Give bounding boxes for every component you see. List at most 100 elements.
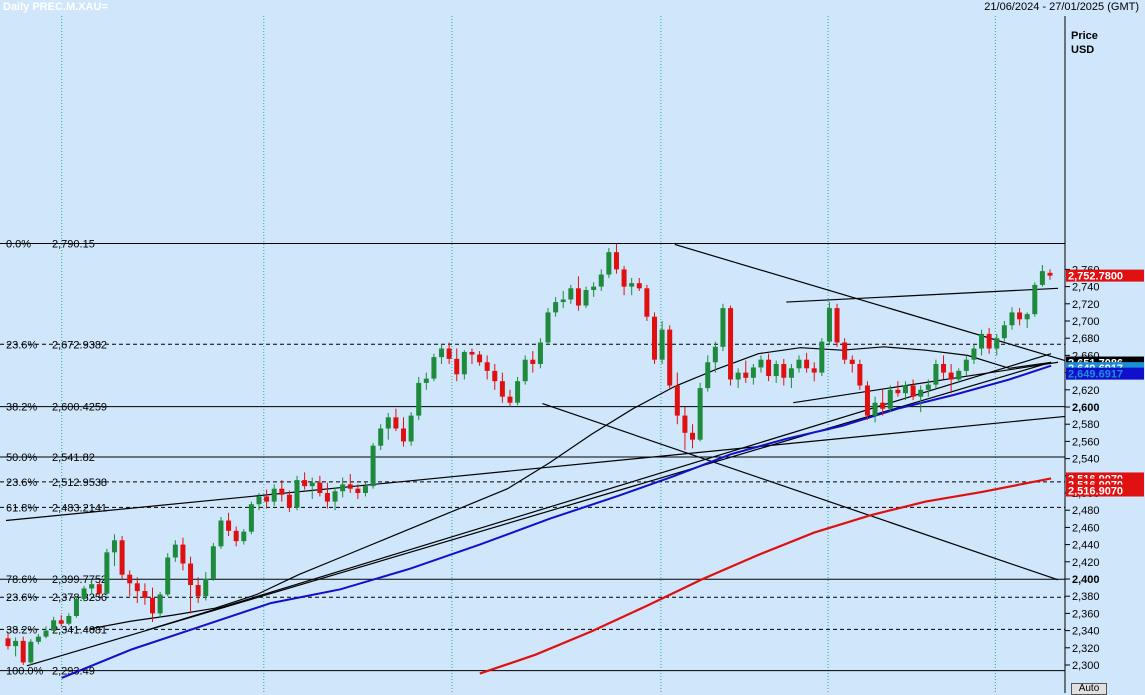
candle-body (180, 544, 186, 564)
candle-body (302, 480, 308, 487)
axis-tick-label: 2,460 (1072, 522, 1100, 534)
candle-body (872, 402, 878, 416)
candle-body (423, 378, 429, 383)
candle-body (766, 359, 772, 377)
axis-tick-label: 2,680 (1072, 333, 1100, 345)
axis-tick-label: 2,560 (1072, 436, 1100, 448)
trendline (145, 353, 1052, 632)
fib-level-price: 2,483.2141 (52, 502, 107, 514)
candle-body (979, 333, 985, 349)
candle-body (667, 329, 673, 386)
candle-body (629, 283, 635, 287)
candle-body (781, 364, 787, 378)
candle-body (43, 630, 49, 637)
candle-body (933, 364, 939, 385)
axis-tick-label: 2,540 (1072, 454, 1100, 466)
candle-body (484, 362, 490, 371)
candle-body (720, 308, 726, 347)
candle-body (332, 491, 338, 502)
axis-tick-label: 2,400 (1072, 574, 1100, 586)
trendline (26, 361, 1052, 667)
candle-body (857, 364, 863, 386)
candle-body (401, 428, 407, 442)
candle-body (111, 540, 117, 553)
candle-body (96, 584, 102, 594)
candle-body (28, 641, 34, 663)
fib-level-price: 2,790.15 (52, 238, 95, 250)
candle-body (142, 591, 148, 598)
candle-body (1001, 325, 1007, 339)
candle-body (362, 486, 368, 493)
price-badge-label: 2,649.6917 (1068, 369, 1123, 381)
candle-body (941, 364, 947, 373)
candle-body (150, 597, 156, 614)
candle-body (994, 338, 1000, 349)
fib-level-percent: 23.6% (6, 477, 37, 489)
candle-body (690, 432, 696, 440)
fib-level-price: 2,541.82 (52, 452, 95, 464)
fib-level-price: 2,399.7752 (52, 574, 107, 586)
axis-tick-label: 2,340 (1072, 626, 1100, 638)
candle-body (347, 484, 353, 489)
candle-body (446, 348, 452, 359)
candle-body (378, 428, 384, 446)
candle-body (902, 385, 908, 394)
price-axis: 2,300 2,320 2,340 2,360 2,380 2,400 2,420 2,440… (1064, 16, 1145, 693)
candle-body (461, 351, 467, 375)
candle-body (264, 496, 270, 502)
candle-body (324, 493, 330, 502)
candle-body (431, 357, 437, 379)
axis-tick-label: 2,440 (1072, 540, 1100, 552)
price-badge-label: 2,516.9070 (1068, 486, 1123, 498)
auto-scale-button[interactable]: Auto (1071, 683, 1107, 695)
candle-body (796, 359, 802, 369)
candle-body (651, 316, 657, 360)
ma-mid-line (61, 364, 1052, 679)
trendline (542, 402, 1059, 581)
ma-short-line (89, 346, 1052, 630)
candle-body (811, 368, 817, 373)
candle-body (195, 585, 201, 597)
candle-body (636, 283, 642, 289)
candle-body (1017, 312, 1023, 320)
candle-body (887, 389, 893, 409)
candle-body (545, 312, 551, 343)
candle-body (956, 370, 962, 380)
axis-tick-label: 2,740 (1072, 282, 1100, 294)
axis-tick-label: 2,300 (1072, 660, 1100, 672)
candle-body (530, 359, 536, 364)
fib-level-percent: 23.6% (6, 592, 37, 604)
ma-long-line (479, 477, 1052, 675)
fib-level-percent: 61.8% (6, 502, 37, 514)
price-badge (1066, 269, 1144, 282)
candle-body (575, 288, 581, 306)
axis-tick-label: 2,620 (1072, 385, 1100, 397)
candle-body (591, 286, 597, 291)
candle-body (659, 329, 665, 360)
candle-body (644, 288, 650, 317)
fib-level-percent: 38.2% (6, 402, 37, 414)
axis-tick-label: 2,380 (1072, 591, 1100, 603)
candle-body (172, 544, 178, 558)
candle-body (537, 342, 543, 364)
fib-level-percent: 50.0% (6, 452, 37, 464)
candle-body (895, 389, 901, 394)
candle-body (682, 415, 688, 433)
axis-tick-label: 2,320 (1072, 643, 1100, 655)
fib-level-price: 2,378.8256 (52, 592, 107, 604)
candle-body (1047, 272, 1053, 276)
price-badge-label: 2,752.7800 (1068, 271, 1123, 283)
candle-body (89, 584, 95, 589)
candle-body (598, 274, 604, 287)
candle-body (248, 504, 254, 532)
candle-body (971, 348, 977, 360)
candle-body (515, 381, 521, 403)
candle-body (5, 638, 11, 647)
candle-body (469, 351, 475, 355)
candle-body (271, 488, 277, 502)
candle-body (13, 640, 19, 647)
candle-body (826, 308, 832, 342)
candle-body (553, 302, 559, 313)
axis-tick-label: 2,480 (1072, 505, 1100, 517)
